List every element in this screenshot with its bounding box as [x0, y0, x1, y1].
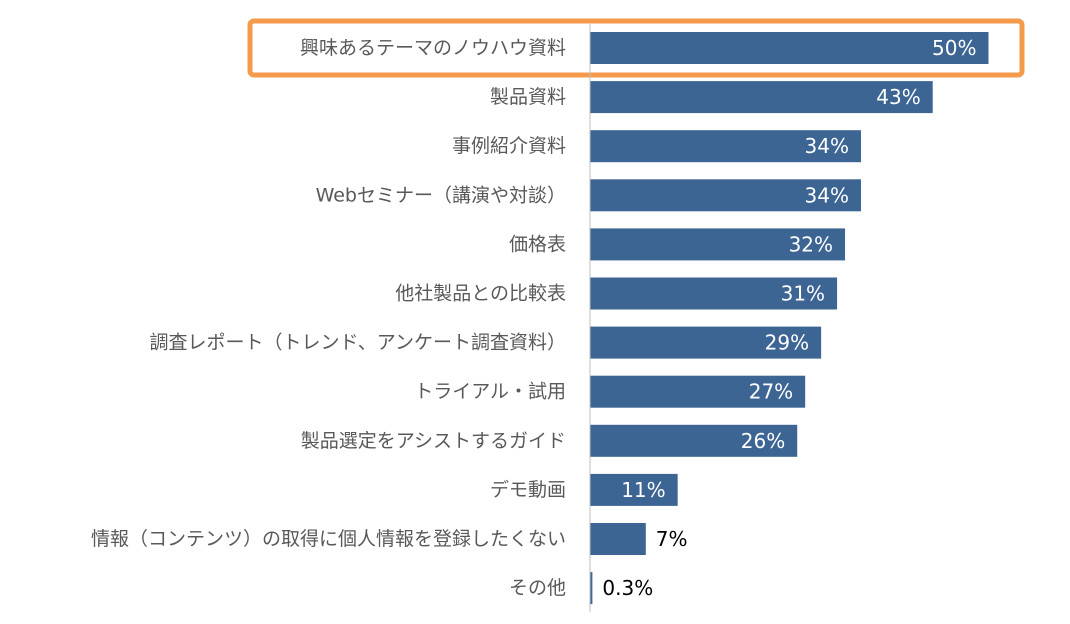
data-label: 34% — [805, 134, 849, 158]
bar — [590, 228, 846, 261]
bar — [590, 523, 646, 555]
data-label: 31% — [781, 282, 825, 306]
category-label: Webセミナー（講演や対談） — [316, 184, 566, 206]
category-label: 調査レポート（トレンド、アンケート調査資料） — [150, 332, 566, 354]
bar — [590, 81, 933, 114]
data-label: 32% — [789, 232, 833, 256]
bar — [590, 572, 593, 605]
data-label: 50% — [932, 36, 976, 60]
bar — [590, 32, 989, 64]
bar — [590, 375, 806, 408]
category-label: 他社製品との比較表 — [395, 283, 566, 305]
category-label: 製品選定をアシストするガイド — [301, 430, 566, 452]
data-label: 34% — [805, 183, 849, 207]
data-label: 11% — [621, 478, 665, 502]
data-label: 26% — [741, 429, 785, 453]
category-label: 興味あるテーマのノウハウ資料 — [300, 37, 566, 59]
category-label: 情報（コンテンツ）の取得に個人情報を登録したくない — [91, 528, 566, 550]
category-label: 製品資料 — [490, 86, 566, 108]
category-label: その他 — [509, 577, 566, 599]
category-label: デモ動画 — [490, 479, 566, 501]
bar — [590, 424, 798, 457]
category-label: トライアル・試用 — [414, 381, 566, 403]
category-label: 価格表 — [509, 233, 566, 255]
data-label: 29% — [765, 331, 809, 355]
highlight-box — [247, 18, 1025, 78]
category-label: 事例紹介資料 — [452, 135, 566, 157]
data-label: 0.3% — [602, 576, 653, 600]
data-label: 27% — [749, 380, 793, 404]
bar — [590, 326, 822, 359]
bar — [590, 277, 838, 310]
bar — [590, 473, 678, 506]
bar — [590, 179, 861, 212]
bar — [590, 130, 861, 163]
data-label: 7% — [656, 527, 688, 551]
data-label: 43% — [876, 85, 920, 109]
